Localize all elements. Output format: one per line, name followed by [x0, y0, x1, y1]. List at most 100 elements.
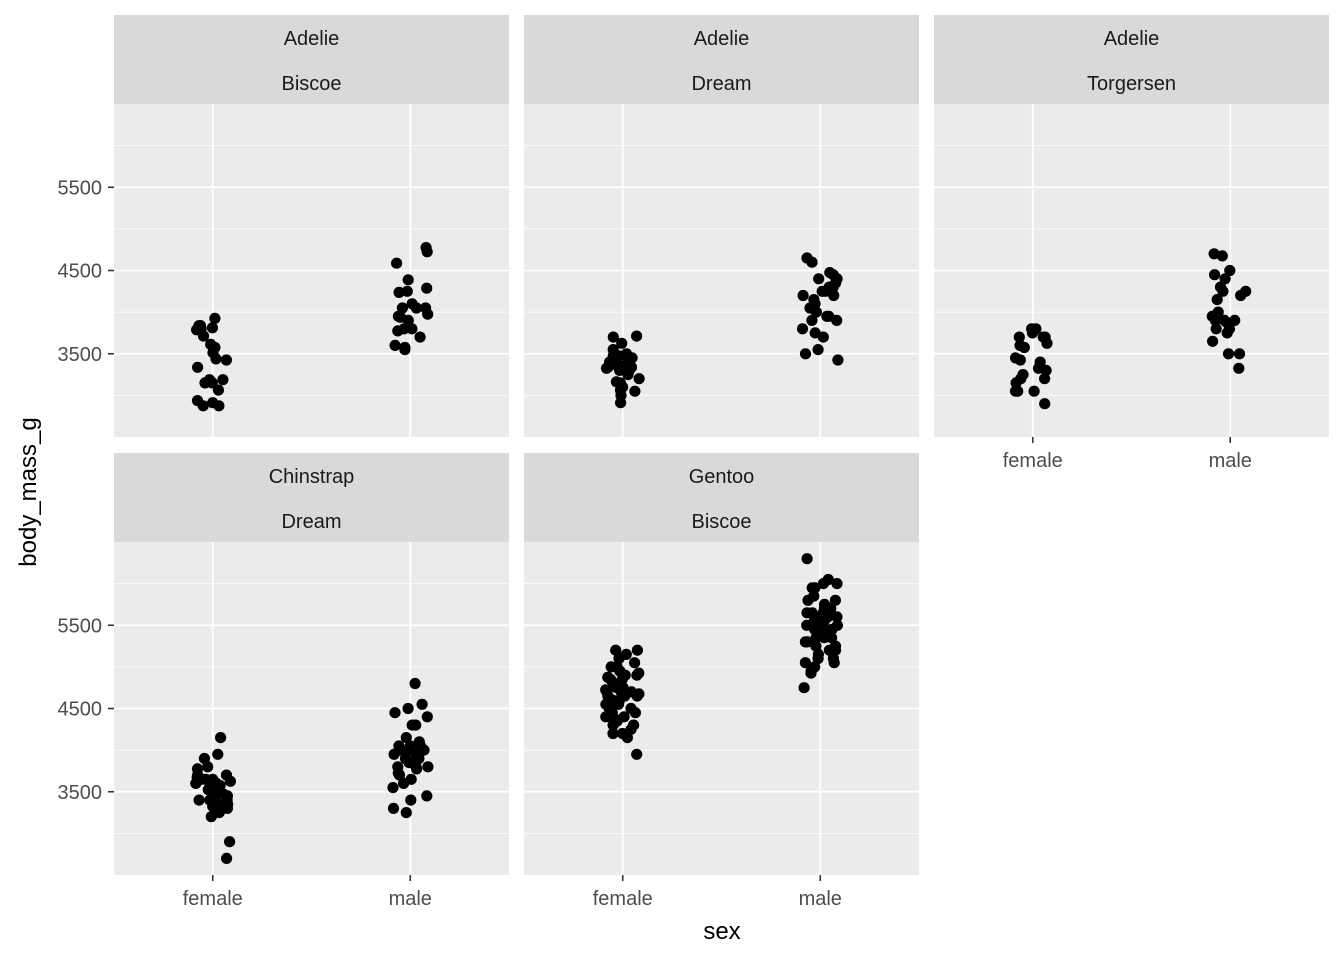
- data-point: [421, 246, 433, 258]
- data-point: [1009, 385, 1022, 397]
- data-point: [831, 578, 843, 590]
- facet-species-label: Adelie: [284, 28, 340, 50]
- data-point: [1224, 264, 1236, 277]
- data-point: [400, 807, 412, 819]
- data-point: [801, 553, 813, 565]
- data-point: [217, 788, 229, 800]
- data-points: [191, 242, 434, 412]
- data-point: [1210, 323, 1222, 335]
- data-point: [621, 732, 634, 744]
- y-tick-label: 4500: [58, 261, 103, 283]
- data-point: [607, 331, 619, 343]
- data-point: [625, 361, 638, 373]
- facet-strip: [934, 15, 1329, 104]
- facet-island-label: Dream: [691, 73, 751, 95]
- data-point: [812, 344, 824, 356]
- facet-island-label: Dream: [281, 511, 341, 533]
- data-point: [809, 611, 821, 623]
- x-tick-label-female: female: [593, 888, 653, 910]
- data-point: [222, 798, 234, 810]
- data-point: [612, 698, 625, 710]
- data-point: [224, 775, 236, 787]
- data-point: [633, 373, 645, 385]
- data-point: [1240, 285, 1252, 297]
- data-point: [826, 632, 838, 644]
- y-tick-label: 3500: [58, 344, 103, 366]
- data-point: [615, 397, 627, 409]
- data-point: [209, 312, 221, 324]
- data-point: [391, 257, 403, 269]
- data-point: [810, 632, 822, 644]
- data-point: [817, 331, 829, 343]
- data-point: [602, 690, 614, 702]
- y-tick-label: 4500: [58, 699, 103, 721]
- data-point: [389, 339, 401, 351]
- data-point: [1221, 327, 1233, 339]
- data-point: [410, 302, 422, 314]
- data-point: [409, 677, 421, 690]
- data-point: [631, 330, 643, 342]
- facet-panel-adelie-dream: Adelie Dream: [524, 15, 919, 437]
- data-point: [613, 652, 625, 665]
- data-point: [828, 657, 840, 669]
- data-point: [206, 322, 218, 334]
- data-points: [190, 677, 434, 865]
- data-point: [389, 707, 401, 719]
- data-point: [416, 698, 428, 710]
- x-tick-label-female: female: [1003, 450, 1063, 472]
- data-points: [600, 252, 844, 409]
- data-point: [809, 582, 821, 594]
- data-point: [197, 400, 209, 412]
- data-point: [629, 707, 642, 719]
- data-point: [801, 636, 813, 648]
- data-point: [1219, 273, 1231, 285]
- data-point: [832, 354, 844, 366]
- data-point: [212, 748, 224, 760]
- data-point: [629, 657, 641, 669]
- data-point: [616, 337, 628, 349]
- data-point: [799, 348, 812, 360]
- data-point: [221, 852, 233, 865]
- data-point: [813, 273, 825, 285]
- data-point: [1014, 339, 1026, 351]
- data-point: [202, 761, 214, 773]
- data-point: [1218, 314, 1230, 326]
- data-point: [402, 274, 414, 286]
- data-point: [1209, 269, 1221, 281]
- data-point: [1233, 362, 1245, 374]
- data-point: [831, 619, 844, 631]
- data-point: [405, 794, 417, 806]
- data-point: [217, 374, 229, 386]
- data-point: [633, 688, 645, 700]
- data-points: [600, 553, 844, 760]
- data-point: [414, 331, 426, 343]
- data-point: [798, 682, 810, 694]
- data-point: [1209, 314, 1221, 326]
- facet-species-label: Chinstrap: [269, 466, 355, 488]
- data-point: [829, 594, 842, 606]
- facet-species-label: Adelie: [694, 28, 750, 50]
- data-point: [387, 782, 399, 794]
- data-point: [1028, 385, 1040, 397]
- data-points: [1009, 248, 1252, 410]
- data-point: [399, 344, 411, 356]
- data-point: [387, 802, 400, 815]
- data-point: [631, 644, 644, 656]
- facet-island-label: Biscoe: [691, 511, 751, 533]
- data-point: [410, 719, 422, 731]
- facet-island-label: Torgersen: [1087, 73, 1176, 95]
- data-point: [806, 256, 818, 268]
- data-point: [1222, 348, 1235, 360]
- data-point: [209, 341, 221, 354]
- facet-panel-gentoo-biscoe: Gentoo Biscoe female male: [524, 453, 919, 910]
- facet-species-label: Adelie: [1104, 28, 1160, 50]
- facet-strip: [114, 15, 509, 104]
- data-point: [1217, 285, 1229, 297]
- data-point: [1211, 294, 1223, 306]
- data-point: [205, 811, 217, 823]
- data-point: [1216, 250, 1228, 262]
- data-point: [413, 752, 425, 765]
- data-point: [831, 314, 843, 326]
- data-point: [828, 289, 840, 302]
- data-point: [805, 667, 817, 679]
